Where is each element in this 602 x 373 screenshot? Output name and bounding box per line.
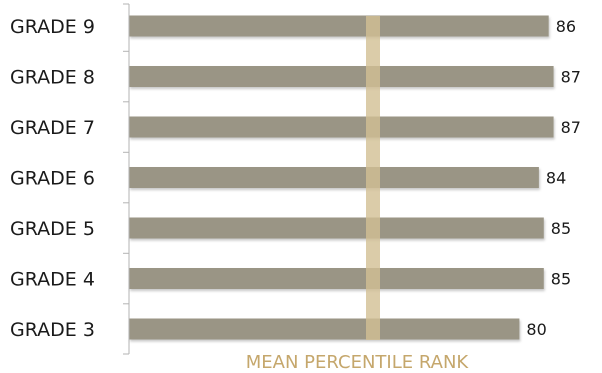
value-label: 86 xyxy=(556,17,576,36)
bar-grade-9 xyxy=(129,15,549,37)
x-axis-title: MEAN PERCENTILE RANK xyxy=(246,352,470,373)
value-label: 80 xyxy=(526,320,546,339)
category-label: GRADE 4 xyxy=(10,269,95,291)
bar-grade-5 xyxy=(129,217,544,239)
bar-grade-7 xyxy=(129,116,554,138)
value-label: 85 xyxy=(551,219,571,238)
bar-grade-3 xyxy=(129,318,520,340)
bar-grade-4 xyxy=(129,268,544,289)
value-label: 87 xyxy=(561,68,581,87)
bars-group xyxy=(129,15,554,340)
category-label: GRADE 7 xyxy=(10,117,95,139)
bar-grade-8 xyxy=(129,66,554,87)
value-label: 87 xyxy=(561,118,581,137)
bar-grade-6 xyxy=(129,167,539,188)
category-label: GRADE 6 xyxy=(10,168,95,190)
value-label: 84 xyxy=(546,169,566,188)
value-label: 85 xyxy=(551,270,571,289)
category-label: GRADE 3 xyxy=(10,319,95,341)
category-label: GRADE 9 xyxy=(10,16,95,38)
category-labels: GRADE 9 GRADE 8 GRADE 7 GRADE 6 GRADE 5 GRADE… xyxy=(10,16,95,341)
reference-line xyxy=(366,16,380,340)
y-axis xyxy=(123,3,130,355)
category-label: GRADE 5 xyxy=(10,218,95,240)
reference-line-group xyxy=(366,16,380,340)
value-labels: 86 87 87 84 85 85 80 xyxy=(526,17,581,339)
category-label: GRADE 8 xyxy=(10,67,95,89)
